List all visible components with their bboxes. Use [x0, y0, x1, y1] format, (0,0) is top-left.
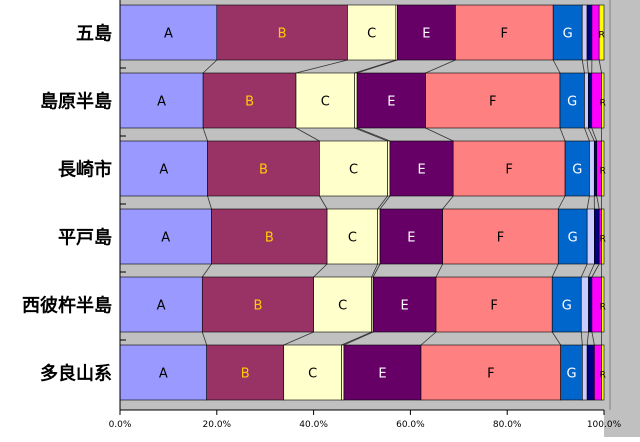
bar-label: B [278, 27, 287, 42]
bar-label: E [417, 163, 425, 178]
bar-label: F [505, 163, 512, 178]
bar-label: R [600, 235, 606, 245]
bar-label: F [487, 367, 494, 382]
x-tick-label: 20.0% [203, 420, 232, 430]
bar-label: F [489, 95, 496, 110]
bar-segment-d [342, 345, 344, 400]
category-label: 五島 [76, 23, 112, 45]
bar-label: R [600, 99, 606, 109]
bar-label: C [349, 163, 358, 178]
x-tick-label: 100.0% [587, 420, 622, 430]
x-tick-label: 0.0% [109, 420, 132, 430]
bar-segment-h [582, 345, 587, 400]
bar-segment-i [587, 345, 594, 400]
bar-label: C [348, 231, 357, 246]
category-label: 西彼杵半島 [22, 295, 112, 317]
bar-label: A [157, 299, 166, 314]
bar-label: C [338, 299, 347, 314]
bar-label: G [563, 27, 573, 42]
bar-label: R [600, 371, 606, 381]
bar-label: E [378, 367, 386, 382]
bar-label: G [567, 95, 577, 110]
bar-label: A [161, 231, 170, 246]
bar-segment-i [587, 5, 592, 60]
bar-segment-h [582, 5, 587, 60]
x-tick-label: 80.0% [493, 420, 522, 430]
bar-label: B [245, 95, 254, 110]
bar-label: A [157, 95, 166, 110]
bar-segment-d [355, 73, 357, 128]
bar-segment-h [581, 277, 588, 332]
bar-label: A [159, 163, 168, 178]
bar-label: E [387, 95, 395, 110]
bar-label: G [566, 367, 576, 382]
bar-segment-h [584, 73, 588, 128]
bar-label: E [422, 27, 430, 42]
bar-segment-d [378, 209, 380, 264]
bar-label: G [568, 231, 578, 246]
bar-label: F [501, 27, 508, 42]
category-label: 島原半島 [40, 91, 112, 113]
category-label: 平戸島 [58, 227, 112, 249]
bar-segment-i [588, 73, 591, 128]
bar-label: E [400, 299, 408, 314]
bar-label: E [407, 231, 415, 246]
category-label: 長崎市 [58, 159, 112, 181]
bar-label: C [367, 27, 376, 42]
bar-label: F [497, 231, 504, 246]
bar-label: B [259, 163, 268, 178]
bar-label: G [572, 163, 582, 178]
bar-segment-i [594, 141, 596, 196]
plot-right-strip [604, 0, 640, 437]
bar-segment-i [594, 209, 599, 264]
bar-segment-d [388, 141, 390, 196]
x-tick-label: 60.0% [396, 420, 425, 430]
bar-label: R [600, 303, 606, 313]
bar-label: B [253, 299, 262, 314]
x-tick-label: 40.0% [299, 420, 328, 430]
bar-label: R [598, 31, 604, 41]
bar-label: C [308, 367, 317, 382]
category-label: 多良山系 [40, 363, 112, 385]
bar-label: A [164, 27, 173, 42]
bar-label: F [490, 299, 497, 314]
bar-label: B [265, 231, 274, 246]
bar-label: G [562, 299, 572, 314]
bar-segment-i [589, 277, 592, 332]
bar-label: C [321, 95, 330, 110]
bar-segment-h [587, 209, 594, 264]
bar-segment-h [589, 141, 594, 196]
bar-label: A [159, 367, 168, 382]
bar-label: R [600, 167, 606, 177]
bar-label: B [241, 367, 250, 382]
